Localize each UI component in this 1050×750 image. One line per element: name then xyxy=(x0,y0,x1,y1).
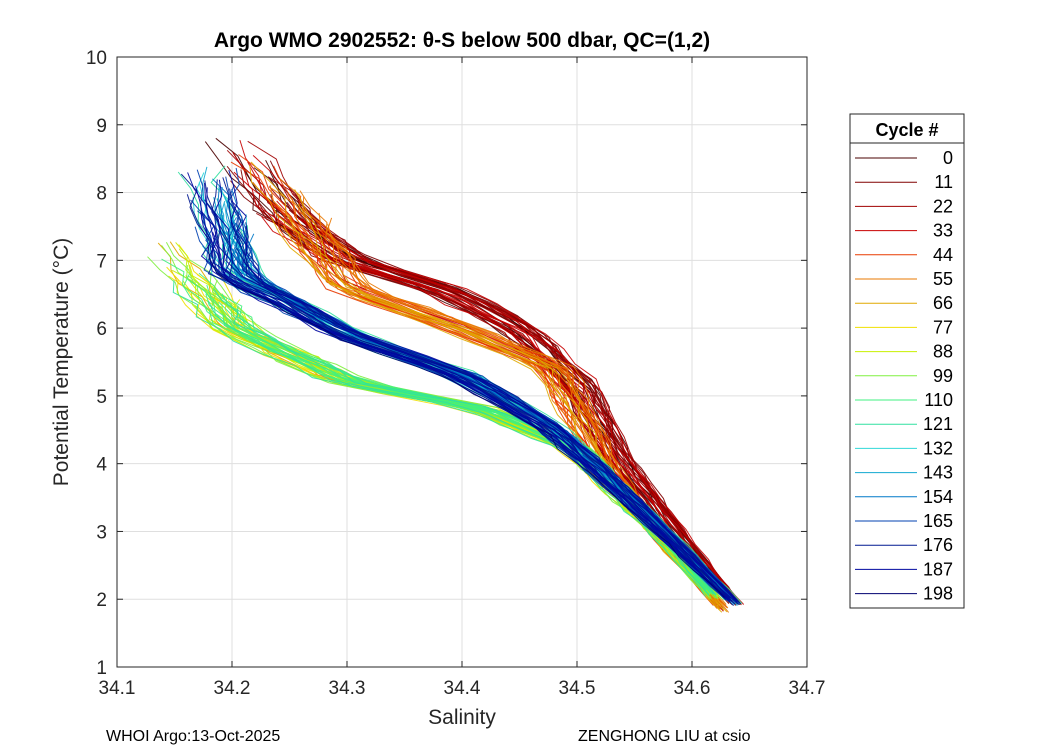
y-tick-label: 8 xyxy=(96,184,107,205)
cycle-curve xyxy=(283,224,720,610)
theta-s-curves xyxy=(147,137,745,613)
cycle-curve xyxy=(297,218,733,598)
plot-area: 34.1 34.2 34.3 34.4 34.5 34.6 34.7 1 2 3 4 5 6 7 8 9 10 xyxy=(86,48,826,699)
legend-label: 44 xyxy=(933,245,953,265)
y-tick-label: 7 xyxy=(96,251,107,272)
cycle-curve xyxy=(246,225,743,605)
cycle-curve xyxy=(245,225,738,603)
legend-label: 132 xyxy=(923,438,953,458)
legend: Cycle # 0 11 22 33 44 55 66 77 88 99 110 121 132 143 1… xyxy=(849,113,965,609)
legend-label: 33 xyxy=(933,221,953,241)
legend-label: 66 xyxy=(933,293,953,313)
cycle-curve xyxy=(212,232,732,599)
y-tick-label: 4 xyxy=(96,455,107,476)
legend-items: 0 11 22 33 44 55 66 77 88 99 110 121 132 143 154 165 176… xyxy=(855,148,953,604)
x-tick-label: 34.2 xyxy=(214,678,251,699)
legend-box xyxy=(849,113,965,609)
legend-label: 11 xyxy=(934,172,953,192)
cycle-curve xyxy=(308,213,745,605)
y-axis-label: Potential Temperature (°C) xyxy=(50,238,73,486)
footer-left: WHOI Argo:13-Oct-2025 xyxy=(106,728,280,745)
legend-label: 121 xyxy=(923,414,953,434)
y-tick-label: 1 xyxy=(96,658,107,679)
legend-label: 187 xyxy=(923,559,953,579)
x-tick-label: 34.1 xyxy=(99,678,136,699)
legend-label: 55 xyxy=(933,269,953,289)
legend-label: 198 xyxy=(923,584,953,604)
cycle-curve xyxy=(213,179,739,605)
cycle-curve xyxy=(228,170,738,601)
y-tick-label: 6 xyxy=(96,319,107,340)
legend-label: 143 xyxy=(923,463,953,483)
legend-label: 0 xyxy=(943,148,953,168)
cycle-curve xyxy=(207,245,725,598)
y-tick-label: 10 xyxy=(86,48,107,69)
cycle-curve xyxy=(302,218,736,599)
footer-right: ZENGHONG LIU at csio xyxy=(578,728,751,745)
y-tick-label: 9 xyxy=(96,116,107,137)
chart-title: Argo WMO 2902552: θ-S below 500 dbar, QC… xyxy=(214,29,710,52)
cycle-curve xyxy=(270,217,723,613)
cycle-curve xyxy=(286,202,738,603)
axis-ticks: 34.1 34.2 34.3 34.4 34.5 34.6 34.7 1 2 3 4 5 6 7 8 9 10 xyxy=(86,48,826,699)
legend-label: 176 xyxy=(923,535,953,555)
legend-label: 110 xyxy=(924,390,953,410)
cycle-curve xyxy=(201,211,728,598)
legend-label: 88 xyxy=(933,342,953,362)
legend-label: 165 xyxy=(923,511,953,531)
x-tick-label: 34.3 xyxy=(329,678,366,699)
x-tick-label: 34.7 xyxy=(789,678,826,699)
legend-title: Cycle # xyxy=(875,120,938,140)
cycle-curve xyxy=(206,187,736,605)
y-tick-label: 3 xyxy=(96,522,107,543)
y-tick-label: 5 xyxy=(96,387,107,408)
legend-label: 22 xyxy=(933,196,953,216)
legend-label: 99 xyxy=(933,366,953,386)
y-tick-label: 2 xyxy=(96,590,107,611)
x-axis-label: Salinity xyxy=(428,706,496,729)
cycle-curve xyxy=(230,200,737,602)
cycle-curve xyxy=(172,280,706,597)
x-tick-label: 34.4 xyxy=(444,678,481,699)
legend-label: 77 xyxy=(933,317,953,337)
legend-label: 154 xyxy=(923,487,953,507)
x-tick-label: 34.5 xyxy=(559,678,596,699)
x-tick-label: 34.6 xyxy=(674,678,711,699)
